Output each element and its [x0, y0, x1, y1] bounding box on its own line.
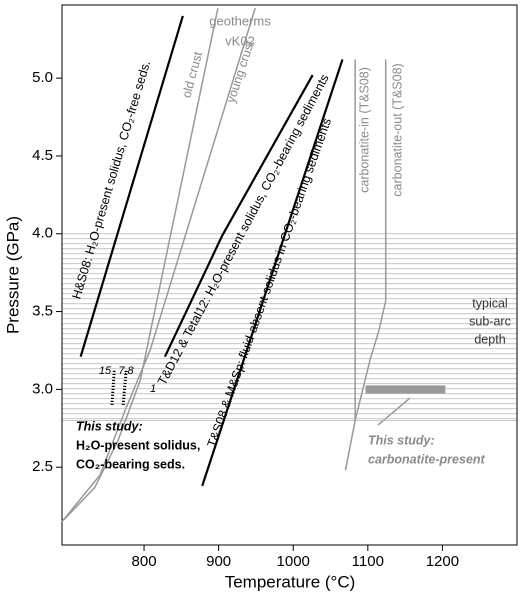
annotation: CO₂-bearing seds.	[76, 457, 185, 471]
y-tick-label: 2.5	[32, 458, 53, 475]
y-axis-title: Pressure (GPa)	[3, 216, 22, 334]
x-tick-label: 800	[132, 553, 157, 570]
line-label: old crust	[179, 50, 205, 100]
annotation: H₂O-present solidus,	[76, 438, 200, 452]
annotation: geotherms	[209, 13, 271, 28]
annotation: sub-arc	[469, 314, 511, 328]
leader-line	[377, 397, 411, 426]
series-line	[61, 7, 219, 523]
y-tick-label: 3.0	[32, 380, 53, 397]
x-tick-label: 1000	[277, 553, 310, 570]
annotation: depth	[474, 332, 505, 346]
annotation: 1	[150, 383, 156, 395]
x-tick-label: 1100	[352, 553, 384, 570]
y-tick-label: 4.0	[32, 225, 53, 242]
line-label: carbonatite-in (T&S08)	[357, 67, 371, 193]
series-line	[344, 59, 387, 471]
x-tick-label: 900	[206, 553, 231, 570]
line-label: carbonatite-out (T&S08)	[390, 63, 404, 196]
annotation: vK02	[225, 33, 255, 48]
y-tick-label: 5.0	[32, 69, 53, 86]
annotation: This study:	[368, 433, 435, 447]
annotation: carbonatite-present	[368, 452, 486, 466]
annotation: typical	[472, 296, 507, 310]
x-tick-label: 1200	[426, 553, 459, 570]
annotation: This study:	[76, 419, 143, 433]
series-line	[163, 74, 314, 358]
y-tick-label: 3.5	[32, 303, 53, 320]
line-label: H&S08: H₂O-present solidus, CO₂-free sed…	[69, 59, 153, 301]
series-line	[110, 370, 116, 406]
line-label: 7.8	[118, 365, 134, 377]
plot-frame	[61, 4, 518, 546]
series-line	[61, 7, 256, 523]
line-label: 15	[99, 365, 112, 377]
y-tick-label: 4.5	[32, 147, 53, 164]
x-axis-title: Temperature (°C)	[225, 572, 356, 591]
series-line	[79, 15, 184, 358]
series-line	[201, 59, 344, 487]
